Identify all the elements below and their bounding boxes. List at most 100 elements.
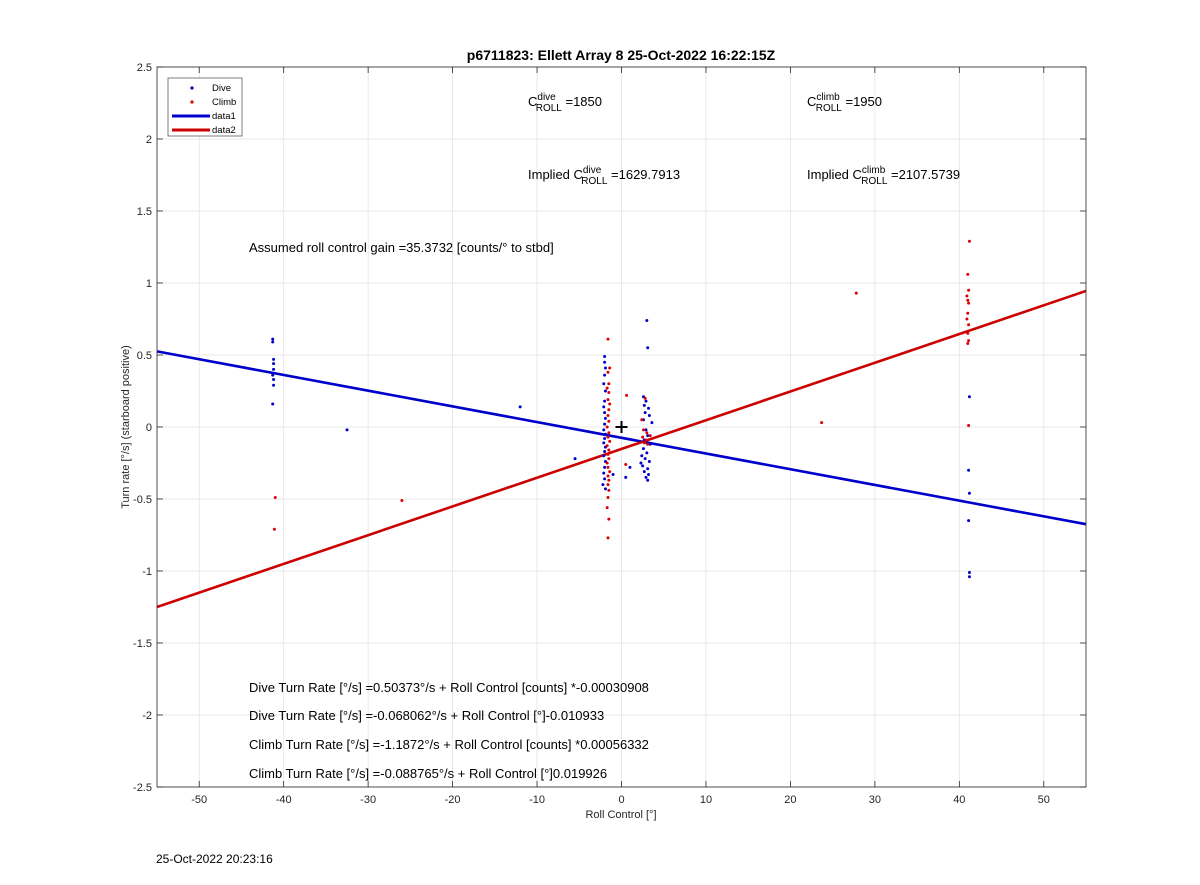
point-climb [965,294,969,298]
point-dive [603,477,607,481]
data-points [271,239,971,579]
x-tick-label: -40 [276,794,292,806]
annotation-climb-eq-counts: Climb Turn Rate [°/s] =-1.1872°/s + Roll… [249,737,649,752]
point-climb [966,298,970,302]
point-dive [272,377,276,381]
y-tick-label: -1 [142,566,152,578]
point-dive [646,346,650,350]
y-tick-label: 0 [146,422,152,434]
point-dive [601,483,605,487]
series-line-data2 [156,289,1087,609]
point-dive [967,519,971,523]
point-dive [272,357,276,361]
point-climb [606,370,610,374]
point-dive [603,360,607,364]
point-climb [607,390,611,394]
point-dive [272,362,276,366]
annotation-c-roll-dive: Cdive ROLL =1850 [528,92,602,114]
point-climb [605,461,609,465]
legend: Dive Climb data1 data2 [167,77,243,137]
point-climb [607,517,611,521]
point-climb [966,331,970,335]
point-climb [854,291,858,295]
point-climb [607,478,611,482]
x-axis-label: Roll Control [°] [585,809,656,821]
point-climb [608,366,612,370]
legend-box [167,77,243,137]
point-dive [603,465,607,469]
y-tick-label: 2 [146,134,152,146]
annotation-implied-c-roll-dive: Implied Cdive ROLL =1629.7913 [528,165,680,187]
y-tick-label: 0.5 [137,350,152,362]
point-climb [606,465,610,469]
point-dive [628,465,632,469]
point-climb [606,413,610,417]
legend-climb-marker [190,100,194,104]
point-dive [271,373,275,377]
point-dive [603,422,607,426]
point-dive [603,399,607,403]
point-climb [272,527,276,531]
point-dive [647,406,651,410]
point-dive [642,403,646,407]
y-tick-label: 1.5 [137,206,152,218]
point-climb [607,382,611,386]
y-tick-label: -2 [142,710,152,722]
point-climb [607,419,611,423]
point-climb [820,421,824,425]
point-climb [624,462,628,466]
legend-climb-label: Climb [212,97,236,108]
annotation-c-roll-climb: Cclimb ROLL =1950 [807,92,882,114]
legend-data2-label: data2 [212,125,236,136]
point-climb [646,442,650,446]
point-dive [648,442,652,446]
legend-dive-marker [190,86,194,90]
point-climb [605,444,609,448]
point-climb [606,337,610,341]
point-climb [607,457,611,461]
point-climb [606,536,610,540]
point-climb [641,435,645,439]
point-climb [967,323,971,327]
point-dive [644,475,648,479]
point-climb [966,341,970,345]
point-climb [967,424,971,428]
y-axis-label: Turn rate [°/s] (starboard positive) [120,345,132,509]
point-dive [641,447,645,451]
point-climb [606,398,610,402]
legend-data1-label: data1 [212,111,236,122]
point-dive [603,416,607,420]
x-tick-label: -30 [360,794,376,806]
chart-title: p6711823: Ellett Array 8 25-Oct-2022 16:… [467,47,776,63]
point-dive [603,389,607,393]
point-dive [643,457,647,461]
point-dive [573,457,577,461]
annotation-dive-eq-counts: Dive Turn Rate [°/s] =0.50373°/s + Roll … [249,680,649,695]
y-tick-label: -2.5 [133,782,152,794]
point-dive [602,382,606,386]
point-climb [645,431,649,435]
point-climb [965,317,969,321]
point-climb [606,483,610,487]
fit-lines [156,289,1087,609]
point-dive [644,428,648,432]
point-climb [606,496,610,500]
point-climb [606,452,610,456]
point-dive [645,451,649,455]
point-dive [647,473,651,477]
point-climb [608,402,612,406]
annotation-dive-eq-degrees: Dive Turn Rate [°/s] =-0.068062°/s + Rol… [249,708,604,723]
point-climb [607,431,611,435]
annotation-roll-gain: Assumed roll control gain =35.3732 [coun… [249,240,554,255]
point-climb [607,448,611,452]
x-tick-label: 40 [953,794,965,806]
origin-plus-marker [615,421,628,433]
y-tick-label: -1.5 [133,638,152,650]
point-climb [607,408,611,412]
point-dive [647,460,651,464]
point-dive [641,464,645,468]
x-tick-label: -20 [445,794,461,806]
point-climb [643,396,647,400]
point-dive [624,475,628,479]
